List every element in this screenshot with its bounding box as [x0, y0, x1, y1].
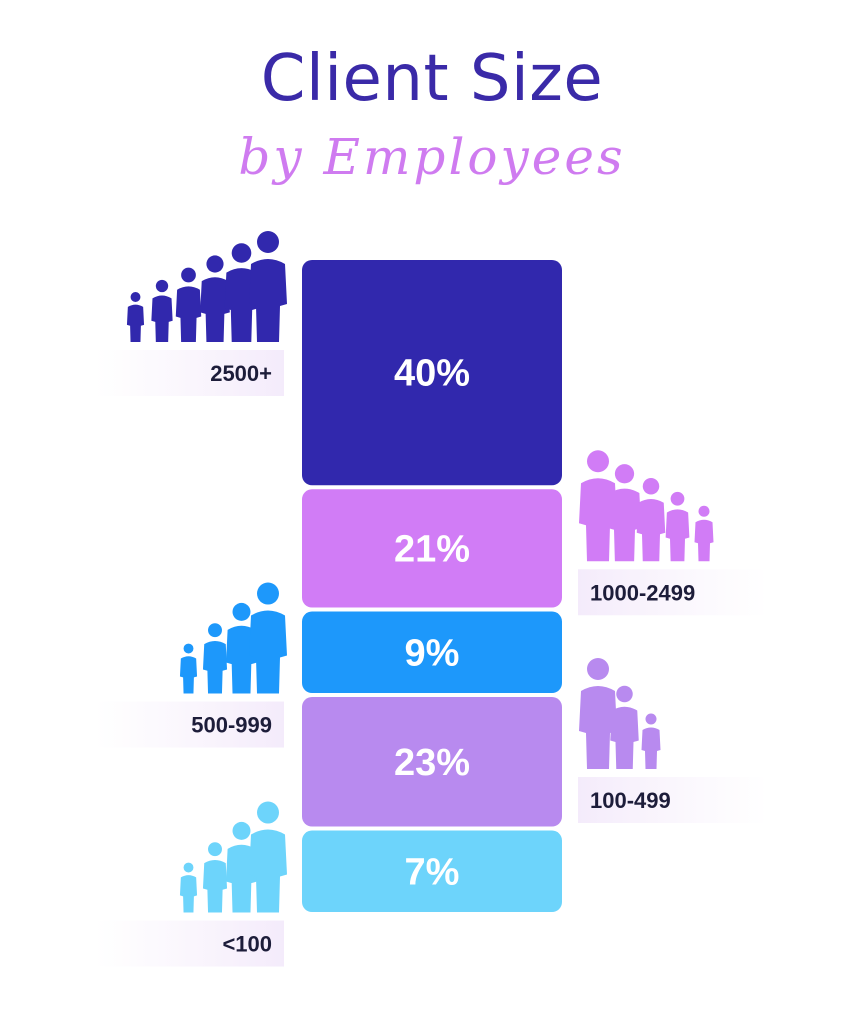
data-label-1000-2499: 21%: [394, 528, 470, 570]
person-icon: [249, 231, 287, 342]
label-band-2500-plus: [94, 350, 284, 396]
category-label-100-499: 100-499: [590, 788, 671, 813]
people-group-icon-1000-2499: [579, 450, 714, 562]
bar-segment-2500-plus: [302, 260, 562, 486]
people-group-icon-100-499: [579, 658, 661, 770]
person-icon: [175, 267, 202, 342]
people-group-icon-lt-100: [179, 801, 287, 913]
person-icon: [607, 464, 642, 562]
person-icon: [579, 450, 617, 562]
bar-segment-1000-2499: [302, 489, 562, 608]
person-icon: [225, 821, 258, 913]
person-icon: [151, 279, 173, 342]
label-band-500-999: [94, 701, 284, 748]
person-icon: [225, 602, 258, 694]
data-label-lt-100: 7%: [405, 851, 460, 893]
people-group-icon-500-999: [179, 582, 287, 694]
bar-segment-100-499: [302, 697, 562, 827]
data-label-100-499: 23%: [394, 742, 470, 784]
data-label-2500-plus: 40%: [394, 353, 470, 395]
category-label-2500-plus: 2500+: [210, 361, 272, 386]
person-icon: [665, 491, 690, 562]
person-icon: [126, 292, 145, 342]
label-band-100-499: [578, 777, 768, 824]
person-icon: [202, 623, 228, 694]
person-icon: [610, 685, 639, 770]
person-icon: [200, 255, 230, 342]
label-band-1000-2499: [578, 569, 768, 616]
bar-segment-500-999: [302, 611, 562, 694]
person-icon: [202, 842, 228, 913]
person-icon: [179, 862, 198, 913]
category-label-lt-100: <100: [222, 932, 272, 957]
person-icon: [579, 658, 617, 770]
category-label-1000-2499: 1000-2499: [590, 580, 695, 605]
label-band-lt-100: [94, 920, 284, 967]
person-icon: [636, 478, 666, 562]
person-icon: [179, 643, 198, 694]
chart-title: Client Size: [260, 42, 604, 116]
person-icon: [694, 505, 714, 562]
bar-segment-lt-100: [302, 830, 562, 912]
person-icon: [641, 713, 661, 770]
person-icon: [249, 582, 287, 694]
person-icon: [249, 801, 287, 913]
data-label-500-999: 9%: [405, 632, 460, 674]
people-group-icon-2500-plus: [126, 231, 287, 342]
chart-subtitle: by Employees: [238, 128, 626, 186]
category-label-500-999: 500-999: [191, 713, 272, 738]
